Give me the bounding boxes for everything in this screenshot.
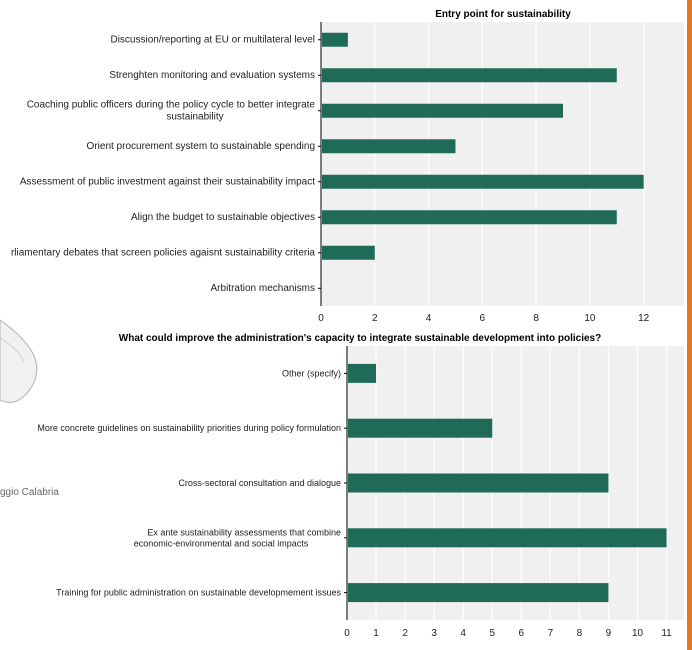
category-label: Align the budget to sustainable objectiv… [131,212,315,223]
category-label: Other (specify) [282,368,341,378]
bar [348,363,377,383]
bar [348,583,609,603]
category-label: Training for public administration on su… [56,588,341,598]
map-land [0,319,38,403]
bar [322,210,617,225]
category-label: rliamentary debates that screen policies… [11,247,315,258]
bar [322,245,375,260]
x-tick-label: 8 [577,628,583,639]
accent-border [687,0,692,650]
bar [348,473,609,493]
category-label: Assessment of public investment against … [20,176,315,187]
x-tick-label: 1 [373,628,379,639]
plot-panel [321,22,684,306]
bar [322,174,644,189]
bar [348,418,493,438]
chart-title: Entry point for sustainability [435,9,571,20]
x-tick-label: 0 [318,313,324,324]
x-tick-label: 4 [426,313,432,324]
x-tick-label: 3 [431,628,437,639]
chart-1: Entry point for sustainability Discussion… [11,9,684,324]
x-tick-label: 6 [480,313,486,324]
bar [322,68,617,83]
x-tick-label: 12 [638,313,650,324]
x-tick-label: 5 [489,628,495,639]
bar [322,32,348,47]
category-label: Ex ante sustainability assessments that … [147,527,341,537]
x-tick-label: 0 [344,628,350,639]
chart-title: What could improve the administration's … [119,333,601,344]
category-label-line2: economic-environmental and social impact… [134,538,309,548]
x-tick-label: 2 [402,628,408,639]
x-tick-label: 2 [372,313,378,324]
x-tick-label: 8 [533,313,539,324]
category-label: Cross-sectoral consultation and dialogue [178,478,341,488]
x-tick-label: 10 [632,628,644,639]
bar [322,139,456,154]
category-label: More concrete guidelines on sustainabili… [37,423,341,433]
x-tick-label: 7 [548,628,554,639]
category-label: Strenghten monitoring and evaluation sys… [109,70,315,81]
bar [322,103,563,118]
category-label: Discussion/reporting at EU or multilater… [110,34,315,45]
chart-2: What could improve the administration's … [37,333,684,639]
bar [348,528,667,548]
category-label-line2: sustainability [166,111,223,122]
x-tick-label: 10 [584,313,596,324]
x-tick-label: 11 [661,628,672,639]
x-tick-label: 6 [519,628,525,639]
x-tick-label: 9 [606,628,612,639]
x-tick-label: 4 [460,628,466,639]
category-label: Orient procurement system to sustainable… [87,141,315,152]
category-label: Coaching public officers during the poli… [27,99,316,110]
background-map [0,319,38,403]
map-coast [0,337,25,363]
category-label: Arbitration mechanisms [211,283,315,294]
map-city-label: ggio Calabria [0,487,59,498]
